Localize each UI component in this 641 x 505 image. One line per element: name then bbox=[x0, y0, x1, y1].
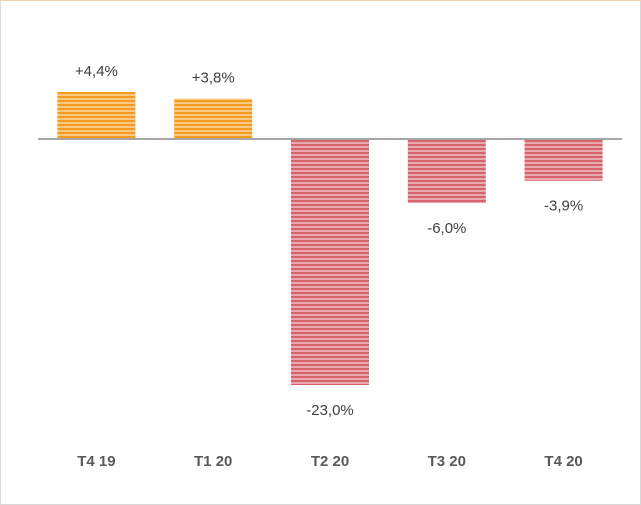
bar bbox=[57, 92, 136, 140]
x-tick-label: T4 20 bbox=[544, 453, 582, 470]
x-tick-label: T1 20 bbox=[194, 453, 232, 470]
x-tick-label: T4 19 bbox=[77, 453, 115, 470]
data-label: -3,9% bbox=[544, 198, 583, 215]
bar bbox=[524, 139, 603, 181]
bar bbox=[174, 98, 253, 140]
data-label: +3,8% bbox=[192, 69, 235, 86]
bar bbox=[407, 139, 486, 204]
x-tick-label: T3 20 bbox=[428, 453, 466, 470]
data-label: -6,0% bbox=[427, 220, 466, 237]
bar bbox=[291, 139, 369, 385]
data-label: +4,4% bbox=[75, 63, 118, 80]
x-tick-label: T2 20 bbox=[311, 453, 349, 470]
data-label: -23,0% bbox=[306, 402, 354, 419]
